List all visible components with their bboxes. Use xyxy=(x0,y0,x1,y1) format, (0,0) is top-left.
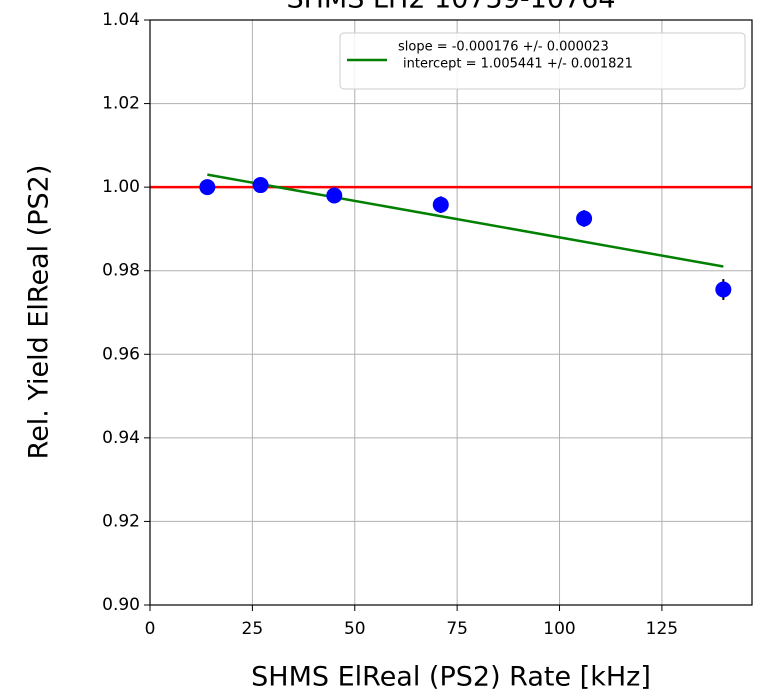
x-tick-label: 25 xyxy=(242,619,264,639)
x-tick-label: 100 xyxy=(543,619,575,639)
y-tick-label: 0.90 xyxy=(102,595,140,615)
y-tick-label: 1.04 xyxy=(102,10,140,30)
y-axis-label: Rel. Yield ElReal (PS2) xyxy=(24,165,55,460)
data-point xyxy=(326,187,343,204)
x-tick-label: 50 xyxy=(344,619,366,639)
y-tick-label: 0.98 xyxy=(102,261,140,281)
legend-label: slope = -0.000176 +/- 0.000023 xyxy=(398,40,609,55)
chart-title: SHMS LH2 10759-10764 xyxy=(286,0,615,15)
y-tick-label: 0.92 xyxy=(102,511,140,531)
data-point xyxy=(432,196,449,213)
x-axis-label: SHMS ElReal (PS2) Rate [kHz] xyxy=(251,662,651,693)
data-point xyxy=(252,177,269,194)
data-point xyxy=(715,281,732,298)
x-tick-label: 125 xyxy=(646,619,678,639)
x-tick-label: 0 xyxy=(145,619,156,639)
data-point xyxy=(576,210,593,227)
y-tick-label: 0.96 xyxy=(102,344,140,364)
legend-label: intercept = 1.005441 +/- 0.001821 xyxy=(403,57,633,72)
plot-frame xyxy=(149,19,753,606)
y-tick-label: 1.02 xyxy=(102,94,140,114)
fit-line xyxy=(207,173,724,268)
x-tick-label: 75 xyxy=(446,619,468,639)
y-tick-label: 0.94 xyxy=(102,428,140,448)
legend-box xyxy=(339,32,746,90)
data-point xyxy=(199,179,216,196)
y-tick-label: 1.00 xyxy=(102,177,140,197)
